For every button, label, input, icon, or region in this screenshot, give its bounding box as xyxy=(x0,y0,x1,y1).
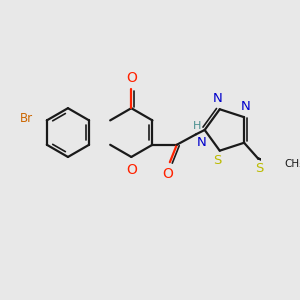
Text: O: O xyxy=(126,163,137,177)
Text: O: O xyxy=(162,167,173,181)
Text: S: S xyxy=(255,162,263,175)
Text: H: H xyxy=(193,121,201,131)
Text: N: N xyxy=(197,136,207,149)
Text: CH₃: CH₃ xyxy=(284,159,300,169)
Text: N: N xyxy=(241,100,251,113)
Text: N: N xyxy=(213,92,223,105)
Text: S: S xyxy=(213,154,221,167)
Text: O: O xyxy=(126,71,137,85)
Text: Br: Br xyxy=(20,112,33,125)
